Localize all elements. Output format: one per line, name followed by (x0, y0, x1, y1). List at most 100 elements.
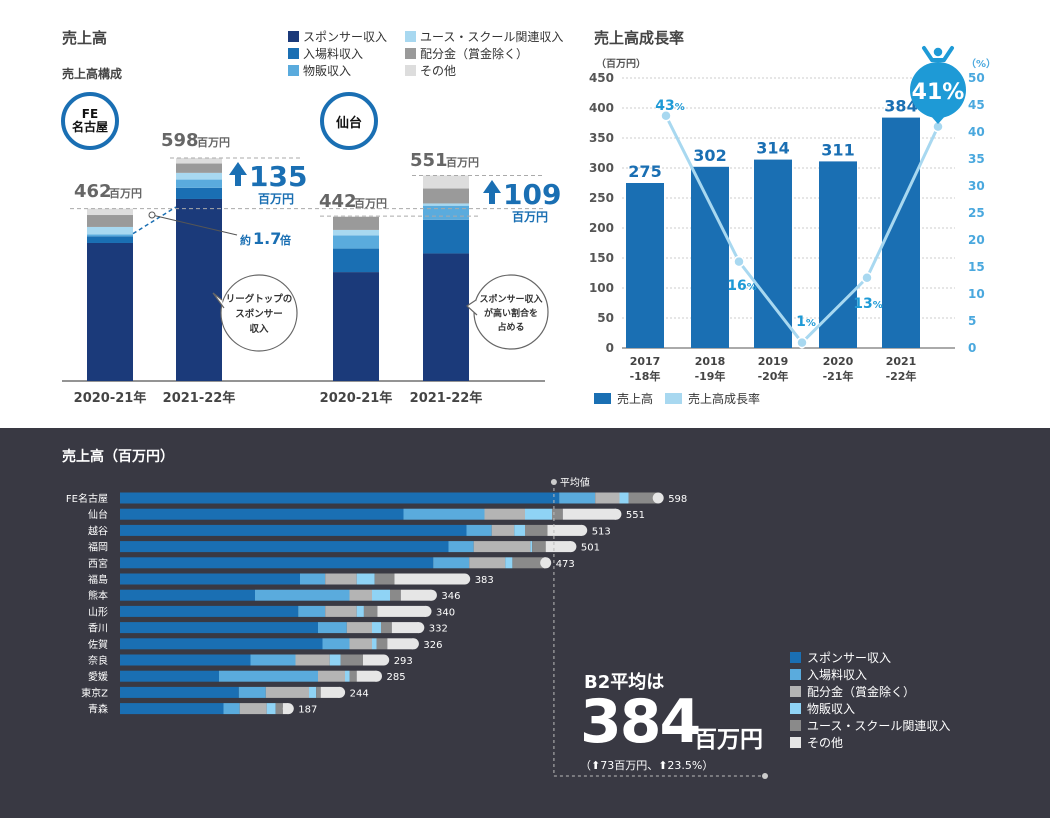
team-stack-segment (374, 573, 395, 585)
left-x-label: 2021-22年 (410, 390, 483, 406)
bottom-panel-title: 売上高（百万円） (62, 449, 174, 465)
sendai-up-arrow-icon (483, 180, 501, 204)
sales-value-label: 302 (693, 146, 726, 165)
team-label: 越谷 (88, 524, 108, 537)
bar-end-cap (576, 524, 588, 536)
average-note: （⬆73百万円、⬆23.5%） (580, 759, 714, 772)
team-total-label: 187 (298, 705, 317, 716)
right-tick-label: 20 (968, 233, 985, 247)
team-stack-segment (559, 492, 596, 504)
team-total-label: 340 (436, 607, 455, 618)
team-total-label: 383 (475, 575, 494, 586)
team-stack-segment (403, 508, 485, 520)
team-label: 東京Z (81, 686, 108, 699)
legend-item-other: その他 (405, 62, 456, 79)
team-total-label: 598 (668, 494, 687, 505)
team-stack-segment (547, 524, 582, 536)
stack-segment (333, 272, 379, 381)
team-stack-segment (120, 703, 224, 715)
team-stack-segment (394, 573, 465, 585)
team-total-label: 332 (429, 624, 448, 635)
team-stack-segment (595, 492, 620, 504)
legend-label: スポンサー収入 (303, 30, 388, 44)
team-stack-segment (255, 589, 350, 601)
team-stack-segment (345, 670, 350, 682)
right-tick-label: 40 (968, 125, 985, 139)
left-tick-label: 350 (589, 131, 614, 145)
sales-bar (691, 166, 729, 348)
sales-value-label: 311 (821, 140, 854, 159)
team-stack-segment (325, 605, 357, 617)
legend-label: 物販収入 (303, 64, 352, 78)
growth-chart: （百万円） （%） 0 50 100 150 200 250 300 350 400 450 0 5 1… (589, 46, 996, 406)
team-stack-segment (505, 557, 513, 569)
legend-item: スポンサー収入 (790, 649, 950, 666)
legend-swatch (288, 48, 299, 59)
team-label: FE名古屋 (66, 492, 108, 505)
team-stack-segment (512, 557, 544, 569)
callout-line: 占める (497, 321, 524, 333)
left-tick-label: 300 (589, 161, 614, 175)
average-label: 平均値 (560, 476, 590, 489)
left-tick-label: 0 (606, 341, 614, 355)
growth-rate-unit: % (806, 318, 816, 329)
callout-tail (212, 292, 225, 309)
sendai-increase-value: 109 (503, 178, 560, 211)
average-marker (550, 479, 557, 485)
stack-segment (176, 187, 222, 199)
left-stacked-chart: 462 百万円 598 百万円 442 百万円 551 百万円 135 百万円 … (62, 130, 560, 406)
team-stack-segment (356, 573, 375, 585)
legend-label: その他 (807, 736, 844, 750)
stack-segment (423, 175, 469, 189)
average-marker (762, 773, 768, 779)
team-stack-segment (545, 541, 571, 553)
team-label: 佐賀 (88, 639, 108, 651)
legend-swatch (790, 686, 801, 697)
right-tick-label: 10 (968, 287, 985, 301)
team-stack-segment (381, 622, 392, 634)
team-total-label: 501 (581, 543, 600, 554)
team-stack-segment (318, 670, 345, 682)
bar-end-cap (413, 622, 425, 634)
team-stack-segment (400, 589, 432, 601)
team-stack-segment (120, 589, 255, 601)
nagoya-callout: リーグトップの スポンサー 収入 (212, 274, 298, 352)
left-tick-label: 250 (589, 191, 614, 205)
highlight-value: 41% (912, 80, 965, 105)
nagoya-increase-value: 135 (249, 160, 307, 193)
person-cheering-icon (922, 46, 954, 62)
team-stack-segment (309, 686, 317, 698)
x-tick-label: 2017 (630, 355, 661, 368)
bottom-legend: スポンサー収入 入場料収入 配分金（賞金除く） 物販収入 ユース・スクール関連収… (790, 649, 950, 751)
ratio-value: 1.7 (253, 229, 281, 248)
callout-line: スポンサー (235, 308, 283, 320)
legend-item-ticket: 入場料収入 (288, 45, 363, 62)
sales-bar (626, 183, 664, 348)
nagoya-curr-total: 598 (161, 130, 199, 151)
legend-swatch (405, 65, 416, 76)
stack-segment (176, 172, 222, 180)
team-stack-segment (322, 638, 350, 650)
left-tick-label: 450 (589, 71, 614, 85)
team-stack-segment (349, 670, 357, 682)
callout-line: 収入 (249, 323, 269, 335)
legend-label: スポンサー収入 (807, 651, 892, 665)
legend-label: その他 (420, 64, 457, 78)
team-stack-segment (219, 670, 318, 682)
team-label: 熊本 (88, 589, 108, 602)
team-stack-segment (514, 524, 525, 536)
team-stack-segment (316, 686, 321, 698)
team-badge-nagoya: FE 名古屋 (61, 92, 119, 150)
team-stack-segment (377, 605, 426, 617)
team-stack-segment (525, 508, 552, 520)
x-tick-label: -20年 (758, 369, 789, 383)
x-tick-label: -18年 (630, 369, 661, 383)
team-stack-segment (356, 605, 364, 617)
team-stack-segment (530, 541, 533, 553)
ratio-suffix: 倍 (280, 233, 291, 247)
team-sales-chart: FE名古屋 598 仙台 551 越谷 513 福岡 501 西宮 473 福島 383 熊本 346 山形… (66, 476, 768, 779)
bar-end-cap (407, 638, 419, 650)
ratio-leader-line (151, 214, 238, 236)
team-stack-segment (238, 686, 266, 698)
legend-swatch (405, 48, 416, 59)
